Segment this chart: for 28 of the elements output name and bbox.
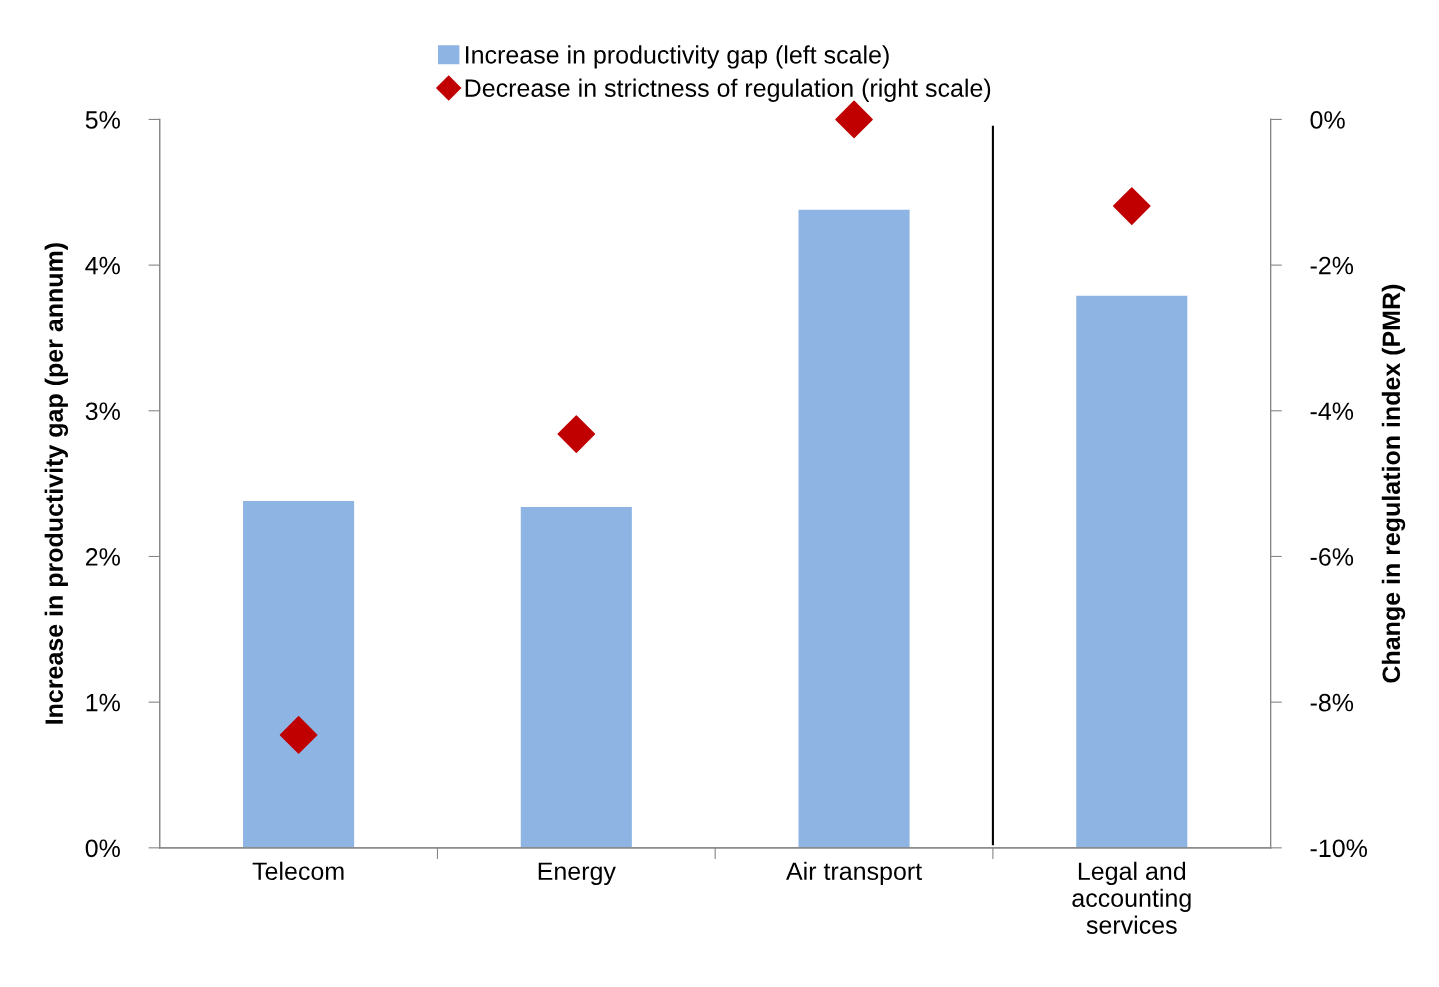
y2-tick-label: -4%: [1310, 402, 1354, 420]
point: [557, 415, 596, 453]
y2-tick-label: -8%: [1310, 693, 1354, 712]
point: [1112, 187, 1151, 225]
legend-label: Decrease in strictness of regulation (right scale): [465, 78, 991, 102]
legend-label: Increase in productivity gap (left scale): [466, 45, 889, 69]
x-tick-label: Energy: [538, 862, 616, 886]
y-tick-label: 5%: [85, 111, 120, 129]
y-tick-label: 4%: [85, 256, 120, 275]
y-tick-label: 2%: [85, 548, 120, 566]
y-tick-label: 3%: [85, 402, 120, 421]
point: [279, 716, 318, 754]
bar: [798, 209, 910, 848]
y-tick-label: 0%: [85, 839, 120, 858]
point: [835, 100, 873, 139]
y-tick-label: 1%: [86, 693, 120, 712]
bar: [243, 501, 355, 848]
y2-tick-label: -2%: [1310, 256, 1354, 275]
y2-tick-label: -10%: [1310, 839, 1367, 858]
y2-tick-label: 0%: [1310, 111, 1345, 129]
x-tick-label: Air transport: [786, 861, 922, 886]
y-axis-title: Increase in productivity gap (per annum): [44, 243, 69, 724]
x-tick-label: Telecom: [252, 861, 344, 881]
bar: [1076, 295, 1188, 848]
y2-tick-label: -6%: [1310, 548, 1354, 566]
x-tick-label: Legal and accounting services: [1072, 861, 1191, 934]
y2-axis-title: Change in regulation index (PMR): [1381, 284, 1406, 683]
bar: [520, 506, 632, 848]
